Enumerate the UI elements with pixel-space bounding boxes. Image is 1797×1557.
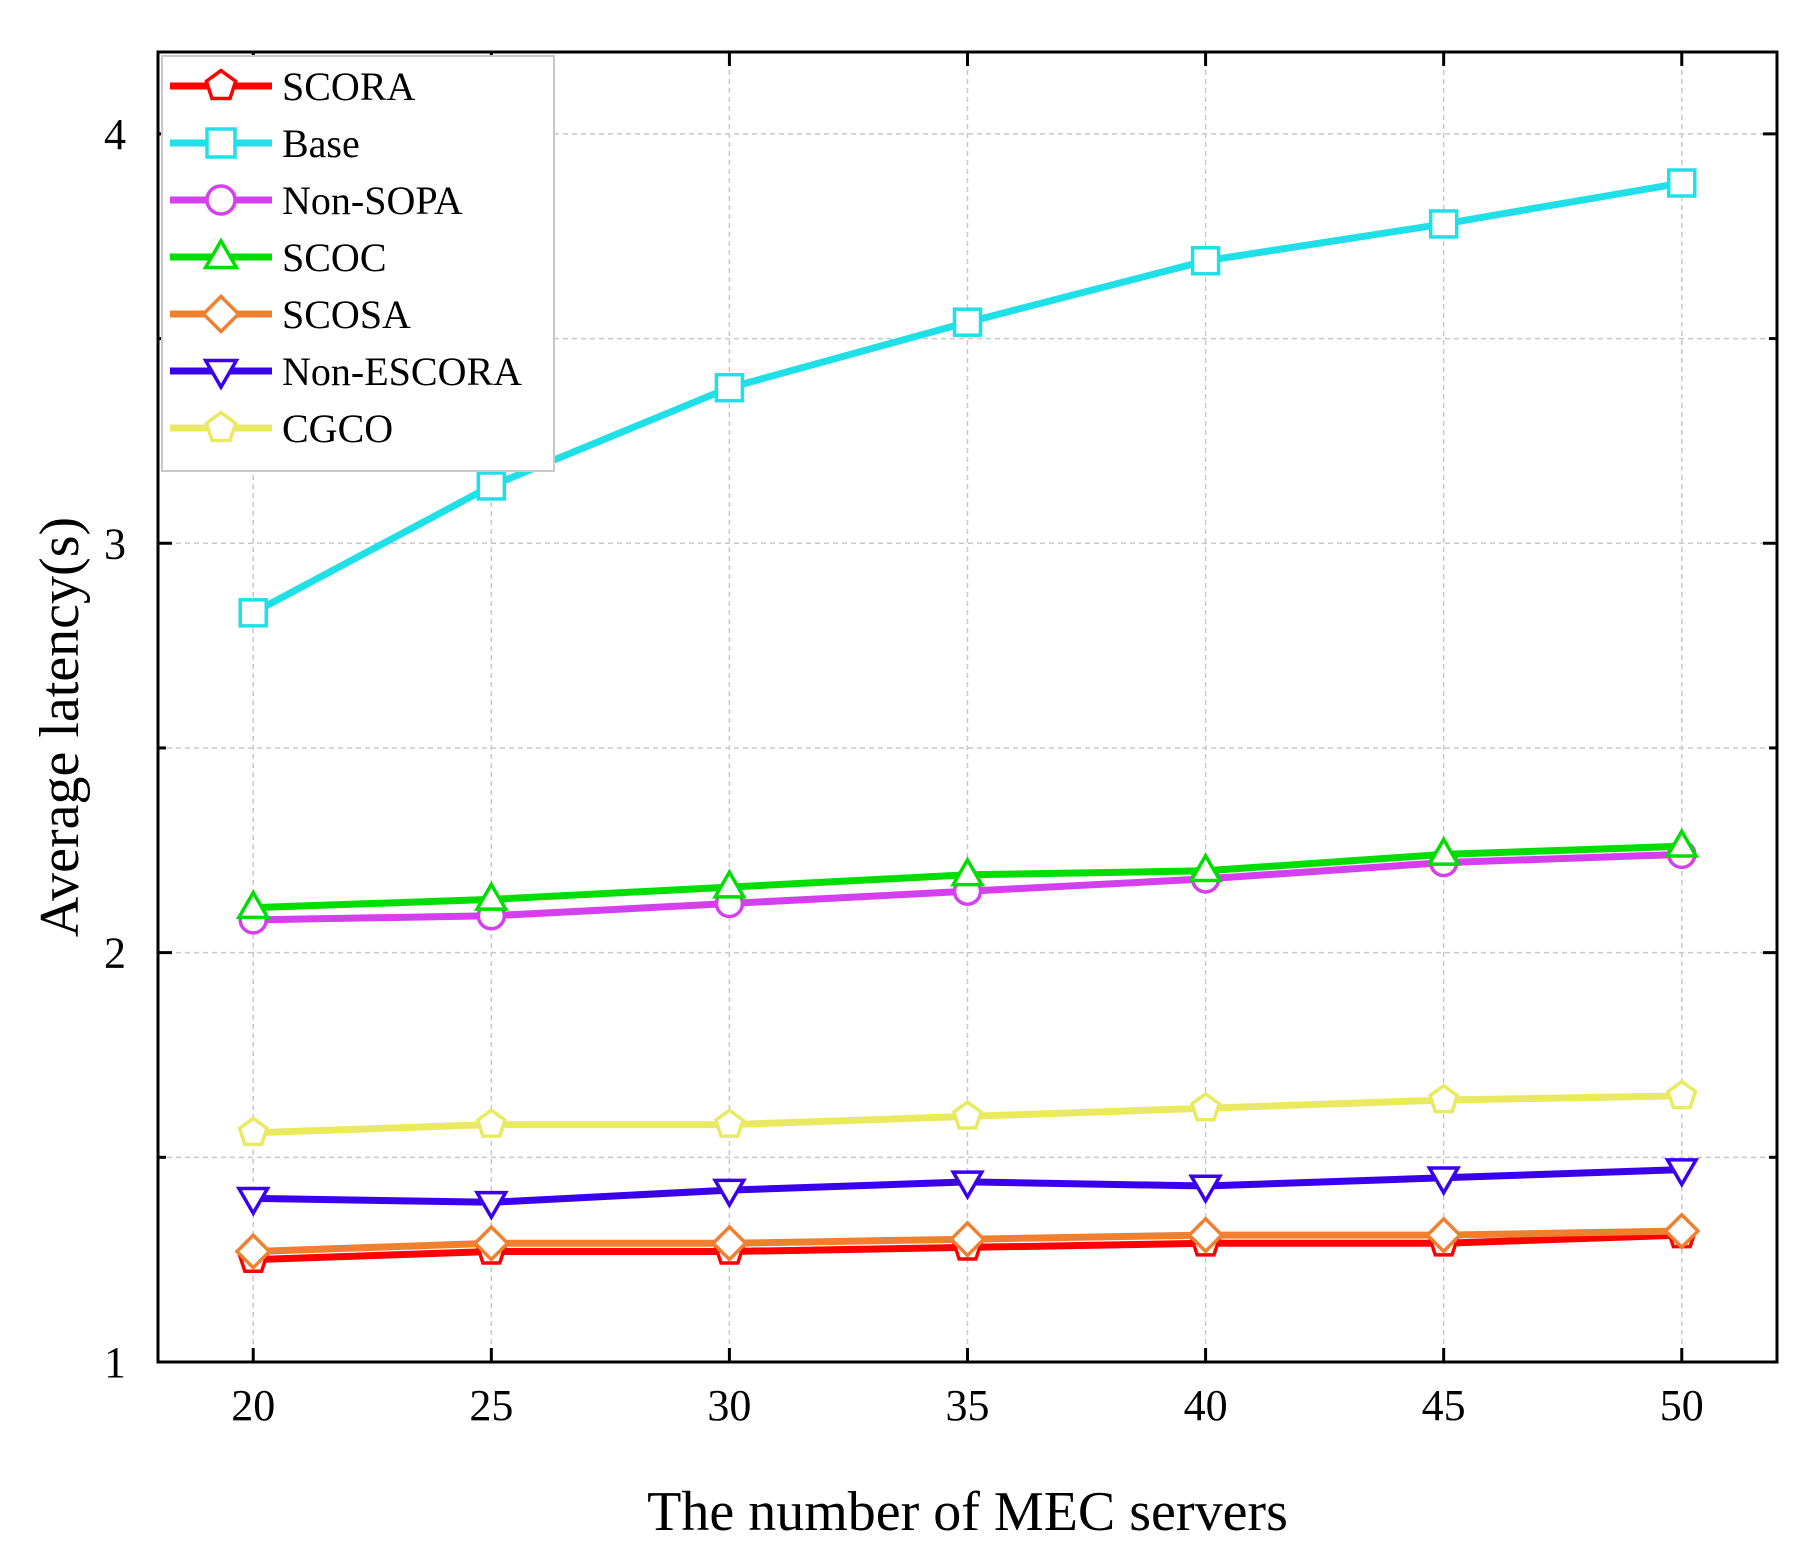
data-point: [235, 889, 271, 920]
y-tick-label: 4: [104, 110, 126, 159]
data-point: [1190, 246, 1221, 276]
data-point: [238, 598, 268, 628]
data-point: [712, 868, 747, 899]
x-axis-title: The number of MEC servers: [647, 1481, 1288, 1543]
legend-label: SCOSA: [282, 292, 411, 337]
data-point: [713, 1108, 746, 1138]
legend-label: Base: [282, 121, 360, 166]
legend-item: CGCO: [170, 406, 393, 451]
legend-item: SCOC: [170, 235, 387, 280]
legend-marker: [201, 294, 241, 334]
data-point: [235, 1186, 271, 1217]
series-layer: [234, 168, 1701, 1273]
legend-marker: [204, 68, 238, 101]
data-point: [712, 1178, 747, 1209]
data-point: [1188, 1174, 1223, 1205]
data-point: [952, 307, 983, 337]
legend-marker: [205, 184, 237, 216]
data-point: [1428, 209, 1459, 239]
data-point: [1664, 1158, 1700, 1189]
legend-label: Non-ESCORA: [282, 349, 522, 394]
legend-marker: [202, 358, 240, 391]
series-cgco: [237, 1079, 1698, 1147]
legend-marker: [205, 127, 237, 159]
x-tick-label: 50: [1660, 1381, 1704, 1430]
data-point: [237, 1116, 269, 1147]
legend: SCORA Base Non-SOPA SCOC SCOSA Non-ESCORA CGCO: [161, 55, 555, 472]
data-point: [1667, 168, 1697, 198]
legend-item: SCOSA: [170, 292, 411, 337]
y-tick-label: 3: [104, 519, 126, 568]
data-point: [472, 1224, 511, 1263]
y-tick-label: 1: [104, 1338, 126, 1387]
data-point: [950, 856, 985, 887]
legend-label: Non-SOPA: [282, 178, 463, 223]
x-tick-label: 40: [1184, 1381, 1228, 1430]
data-point: [1424, 1216, 1463, 1254]
legend-item: Base: [170, 121, 360, 166]
data-point: [714, 372, 745, 403]
legend-marker: [204, 410, 238, 443]
data-point: [1188, 852, 1223, 883]
legend-label: SCOC: [282, 235, 387, 280]
x-tick-label: 35: [946, 1381, 990, 1430]
data-point: [473, 1190, 509, 1221]
legend-marker: [202, 237, 240, 270]
data-point: [948, 1220, 987, 1258]
data-point: [234, 1232, 272, 1271]
data-point: [1666, 1079, 1698, 1110]
data-point: [1426, 1166, 1462, 1197]
series-non-escora: [235, 1158, 1700, 1221]
x-tick-label: 45: [1422, 1381, 1466, 1430]
data-point: [951, 1099, 984, 1130]
data-point: [1426, 835, 1462, 866]
data-point: [1428, 1083, 1460, 1114]
data-point: [950, 1170, 985, 1201]
data-point: [476, 471, 507, 501]
x-tick-label: 30: [707, 1381, 751, 1430]
legend-label: CGCO: [282, 406, 393, 451]
data-point: [473, 880, 509, 911]
y-axis-tick-labels: 1 2 3 4: [104, 110, 126, 1387]
legend-item: Non-ESCORA: [170, 349, 522, 394]
data-point: [475, 1108, 507, 1138]
x-axis-tick-labels: 20 25 30 35 40 45 50: [231, 1381, 1704, 1430]
legend-item: SCORA: [170, 64, 415, 109]
series-scoc: [235, 827, 1700, 920]
series-base: [238, 168, 1697, 628]
data-point: [1189, 1091, 1222, 1122]
series-scosa: [234, 1212, 1701, 1271]
data-point: [710, 1224, 749, 1263]
legend-label: SCORA: [282, 64, 415, 109]
x-tick-label: 20: [231, 1381, 275, 1430]
data-point: [1663, 1212, 1701, 1250]
y-tick-label: 2: [104, 929, 126, 978]
data-point: [1186, 1216, 1225, 1254]
x-tick-label: 25: [469, 1381, 513, 1430]
legend-item: Non-SOPA: [170, 178, 463, 223]
data-point: [1664, 827, 1700, 858]
y-axis-title: Average latency(s): [29, 517, 91, 937]
